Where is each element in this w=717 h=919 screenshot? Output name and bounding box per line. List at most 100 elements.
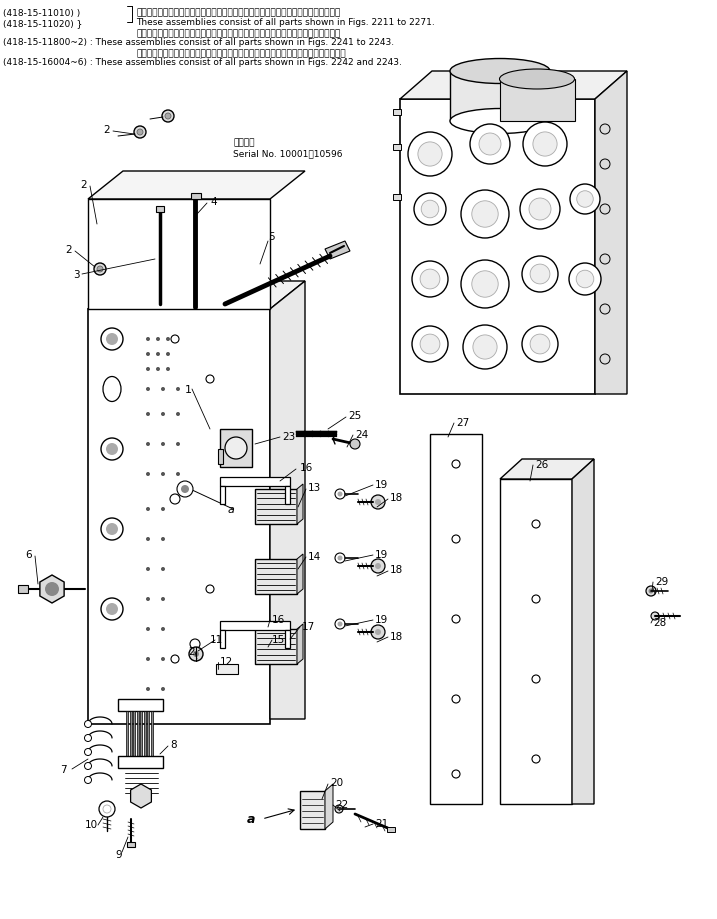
Circle shape xyxy=(420,335,440,355)
Text: 20: 20 xyxy=(330,777,343,788)
Circle shape xyxy=(335,805,343,813)
Circle shape xyxy=(529,199,551,221)
Bar xyxy=(140,711,142,756)
Circle shape xyxy=(600,205,610,215)
Text: 18: 18 xyxy=(390,564,403,574)
Bar xyxy=(118,756,163,768)
Text: 12: 12 xyxy=(220,656,233,666)
Bar xyxy=(393,110,401,116)
Polygon shape xyxy=(572,460,594,804)
Bar xyxy=(143,711,146,756)
Circle shape xyxy=(165,114,171,119)
Circle shape xyxy=(161,443,165,447)
Circle shape xyxy=(85,749,92,755)
Circle shape xyxy=(146,567,150,572)
Circle shape xyxy=(161,507,165,512)
Circle shape xyxy=(161,413,165,416)
Circle shape xyxy=(375,630,381,635)
Circle shape xyxy=(156,337,160,342)
Circle shape xyxy=(646,586,656,596)
Circle shape xyxy=(170,494,180,505)
Polygon shape xyxy=(325,784,333,829)
Text: 23: 23 xyxy=(282,432,295,441)
Circle shape xyxy=(452,536,460,543)
Polygon shape xyxy=(88,172,305,199)
Circle shape xyxy=(166,337,170,342)
Circle shape xyxy=(85,734,92,742)
Text: これらのアセンブリの構成部品は第２２４１図から第２２４３図の部品を含みます．: これらのアセンブリの構成部品は第２２４１図から第２２４３図の部品を含みます． xyxy=(136,29,341,38)
Circle shape xyxy=(166,353,170,357)
Circle shape xyxy=(375,563,381,570)
Circle shape xyxy=(161,657,165,662)
Bar xyxy=(450,72,550,122)
Text: 9: 9 xyxy=(115,849,122,859)
Circle shape xyxy=(530,335,550,355)
Circle shape xyxy=(338,556,343,561)
Circle shape xyxy=(190,640,200,650)
Circle shape xyxy=(522,256,558,292)
Circle shape xyxy=(177,482,193,497)
Circle shape xyxy=(371,560,385,573)
Circle shape xyxy=(146,413,150,416)
Circle shape xyxy=(181,485,189,494)
Bar xyxy=(393,145,401,151)
Circle shape xyxy=(189,647,203,662)
Circle shape xyxy=(146,368,150,371)
Text: 1: 1 xyxy=(185,384,192,394)
Bar xyxy=(300,791,325,829)
Circle shape xyxy=(414,194,446,226)
Circle shape xyxy=(371,625,385,640)
Circle shape xyxy=(146,538,150,541)
Circle shape xyxy=(146,657,150,662)
Text: 13: 13 xyxy=(308,482,321,493)
Bar xyxy=(255,630,297,664)
Bar xyxy=(220,429,252,468)
Circle shape xyxy=(193,652,199,657)
Circle shape xyxy=(335,619,345,630)
Circle shape xyxy=(651,612,659,620)
Text: a: a xyxy=(228,505,235,515)
Bar xyxy=(127,842,135,847)
Circle shape xyxy=(156,368,160,371)
Circle shape xyxy=(335,490,345,499)
Text: a: a xyxy=(247,812,255,825)
Circle shape xyxy=(570,185,600,215)
Circle shape xyxy=(408,133,452,176)
Circle shape xyxy=(161,597,165,601)
Circle shape xyxy=(146,388,150,391)
Circle shape xyxy=(532,520,540,528)
Circle shape xyxy=(375,499,381,505)
Bar xyxy=(220,486,225,505)
Text: 29: 29 xyxy=(655,576,668,586)
Circle shape xyxy=(421,201,439,219)
Circle shape xyxy=(470,125,510,165)
Circle shape xyxy=(101,518,123,540)
Text: 2: 2 xyxy=(188,646,194,656)
Text: These assemblies consist of all parts shown in Figs. 2211 to 2271.: These assemblies consist of all parts sh… xyxy=(136,18,435,27)
Polygon shape xyxy=(297,484,303,525)
Circle shape xyxy=(137,130,143,136)
Bar xyxy=(156,207,164,213)
Bar xyxy=(147,711,149,756)
Circle shape xyxy=(146,353,150,357)
Bar xyxy=(18,585,28,594)
Circle shape xyxy=(461,261,509,309)
Circle shape xyxy=(520,190,560,230)
Text: 25: 25 xyxy=(348,411,361,421)
Bar xyxy=(430,435,482,804)
Bar xyxy=(500,480,572,804)
Text: 14: 14 xyxy=(308,551,321,562)
Circle shape xyxy=(420,270,440,289)
Circle shape xyxy=(412,326,448,363)
Bar xyxy=(285,486,290,505)
Circle shape xyxy=(569,264,601,296)
Circle shape xyxy=(171,655,179,664)
Circle shape xyxy=(161,472,165,476)
Bar xyxy=(400,100,595,394)
Text: 4: 4 xyxy=(210,197,217,207)
Circle shape xyxy=(452,616,460,623)
Circle shape xyxy=(600,305,610,314)
Circle shape xyxy=(418,142,442,167)
Circle shape xyxy=(161,538,165,541)
Circle shape xyxy=(162,111,174,123)
